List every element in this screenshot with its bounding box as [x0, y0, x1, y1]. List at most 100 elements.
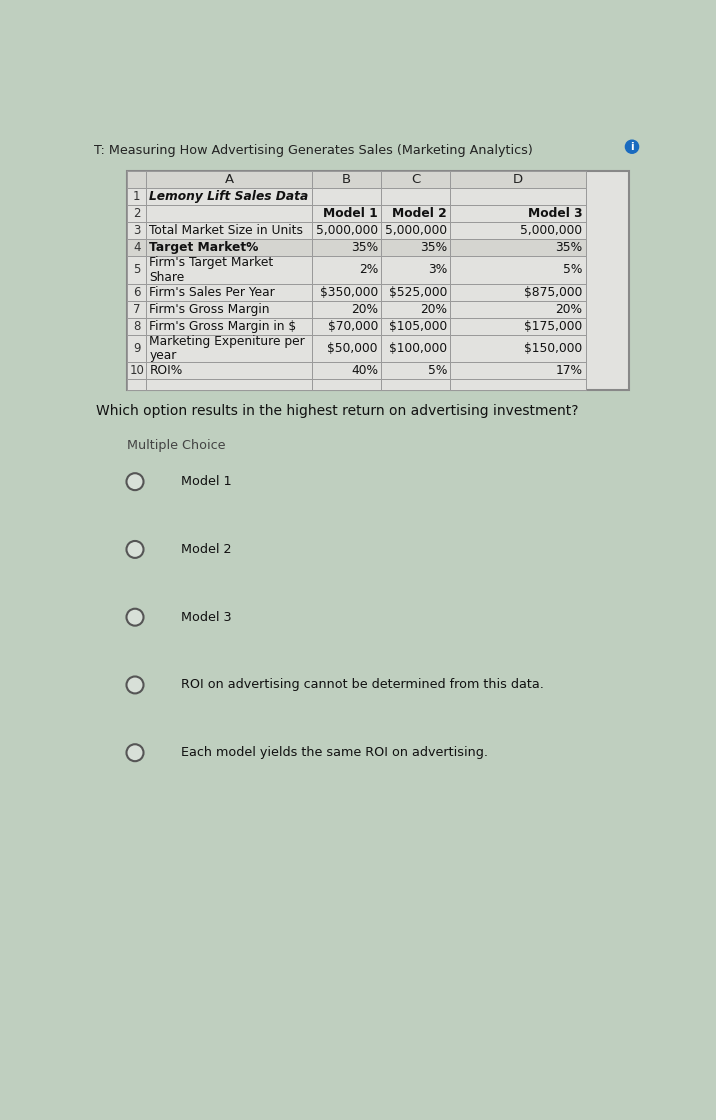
Text: Multiple Choice: Multiple Choice — [127, 439, 226, 452]
Text: 35%: 35% — [351, 241, 378, 254]
Bar — [312, 380, 381, 390]
Bar — [381, 335, 450, 363]
Bar — [146, 380, 312, 390]
Text: Model 2: Model 2 — [392, 207, 448, 221]
Text: 5,000,000: 5,000,000 — [316, 224, 378, 237]
Bar — [127, 283, 146, 300]
Bar — [146, 171, 312, 188]
Text: Model 3: Model 3 — [528, 207, 583, 221]
Bar — [450, 239, 586, 256]
Text: Lemony Lift Sales Data: Lemony Lift Sales Data — [150, 190, 309, 203]
Bar — [146, 363, 312, 380]
Bar — [312, 335, 381, 363]
Bar — [312, 256, 381, 283]
Text: Which option results in the highest return on advertising investment?: Which option results in the highest retu… — [96, 404, 579, 418]
Text: 4: 4 — [133, 241, 140, 254]
Text: D: D — [513, 174, 523, 186]
Bar — [312, 205, 381, 222]
Circle shape — [127, 676, 143, 693]
Text: $105,000: $105,000 — [389, 319, 448, 333]
Bar — [127, 205, 146, 222]
Bar — [127, 380, 146, 390]
Text: Marketing Expeniture per
year: Marketing Expeniture per year — [150, 335, 305, 362]
Bar — [312, 283, 381, 300]
Text: i: i — [630, 142, 634, 152]
Bar — [450, 363, 586, 380]
Text: Total Market Size in Units: Total Market Size in Units — [150, 224, 304, 237]
Text: 5,000,000: 5,000,000 — [521, 224, 583, 237]
Text: 35%: 35% — [420, 241, 448, 254]
Bar — [450, 171, 586, 188]
Bar — [146, 222, 312, 239]
Bar — [450, 335, 586, 363]
Bar — [312, 239, 381, 256]
Text: $150,000: $150,000 — [524, 342, 583, 355]
Bar — [146, 188, 312, 205]
Bar — [450, 256, 586, 283]
Text: $50,000: $50,000 — [327, 342, 378, 355]
Text: 3: 3 — [133, 224, 140, 237]
Text: 17%: 17% — [556, 364, 583, 377]
Text: 8: 8 — [133, 319, 140, 333]
Circle shape — [127, 744, 143, 762]
Bar — [127, 222, 146, 239]
Text: 20%: 20% — [556, 302, 583, 316]
Bar — [312, 188, 381, 205]
Text: 7: 7 — [133, 302, 140, 316]
Bar — [381, 205, 450, 222]
Bar — [381, 256, 450, 283]
Bar — [146, 239, 312, 256]
Bar — [146, 335, 312, 363]
Text: Each model yields the same ROI on advertising.: Each model yields the same ROI on advert… — [181, 746, 488, 759]
Bar — [450, 380, 586, 390]
Bar — [146, 205, 312, 222]
Bar — [127, 335, 146, 363]
Bar — [381, 171, 450, 188]
Bar — [381, 283, 450, 300]
Text: 40%: 40% — [351, 364, 378, 377]
Text: 20%: 20% — [351, 302, 378, 316]
Bar — [450, 300, 586, 318]
Bar — [127, 239, 146, 256]
Bar — [127, 256, 146, 283]
Bar — [381, 222, 450, 239]
Circle shape — [127, 541, 143, 558]
Bar — [450, 283, 586, 300]
Text: 5%: 5% — [563, 263, 583, 277]
Text: 2: 2 — [133, 207, 140, 221]
Text: Firm's Gross Margin in $: Firm's Gross Margin in $ — [150, 319, 296, 333]
Circle shape — [127, 473, 143, 491]
Text: Model 2: Model 2 — [181, 543, 231, 556]
Text: 10: 10 — [130, 364, 144, 377]
Text: 3%: 3% — [428, 263, 448, 277]
Text: Model 3: Model 3 — [181, 610, 232, 624]
Text: $100,000: $100,000 — [389, 342, 448, 355]
Text: $70,000: $70,000 — [328, 319, 378, 333]
Bar — [146, 283, 312, 300]
Bar — [127, 171, 629, 390]
Text: $350,000: $350,000 — [320, 286, 378, 299]
Text: T: Measuring How Advertising Generates Sales (Marketing Analytics): T: Measuring How Advertising Generates S… — [94, 143, 533, 157]
Text: 6: 6 — [133, 286, 140, 299]
Bar — [127, 300, 146, 318]
Bar — [127, 171, 146, 188]
Text: Firm's Target Market
Share: Firm's Target Market Share — [150, 256, 274, 283]
Bar — [381, 380, 450, 390]
Circle shape — [625, 140, 639, 153]
Text: Firm's Gross Margin: Firm's Gross Margin — [150, 302, 270, 316]
Bar — [381, 239, 450, 256]
Bar — [127, 363, 146, 380]
Text: $875,000: $875,000 — [524, 286, 583, 299]
Text: C: C — [411, 174, 420, 186]
Text: 35%: 35% — [556, 241, 583, 254]
Text: 9: 9 — [133, 342, 140, 355]
Bar — [381, 300, 450, 318]
Text: $525,000: $525,000 — [389, 286, 448, 299]
Text: 5: 5 — [133, 263, 140, 277]
Text: 5%: 5% — [427, 364, 448, 377]
Bar — [450, 222, 586, 239]
Text: Firm's Sales Per Year: Firm's Sales Per Year — [150, 286, 275, 299]
Text: Target Market%: Target Market% — [150, 241, 258, 254]
Bar — [450, 205, 586, 222]
Bar — [381, 318, 450, 335]
